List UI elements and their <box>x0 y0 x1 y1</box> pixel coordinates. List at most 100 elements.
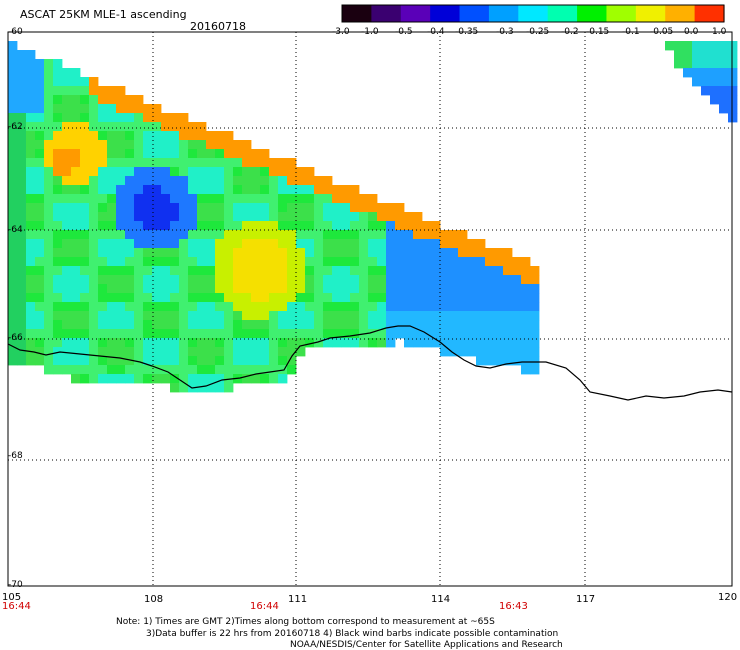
data-cell <box>296 311 306 321</box>
data-cell <box>26 203 36 213</box>
data-cell <box>26 302 36 312</box>
data-cell <box>386 302 396 312</box>
data-cell <box>719 104 729 114</box>
data-cell <box>215 158 225 168</box>
data-cell <box>260 329 270 339</box>
data-cell <box>89 311 99 321</box>
data-cell <box>467 338 477 348</box>
data-cell <box>287 212 297 222</box>
data-cell <box>179 131 189 141</box>
data-cell <box>26 158 36 168</box>
data-cell <box>107 113 117 123</box>
time-label: 16:43 <box>499 601 528 612</box>
data-cell <box>26 86 36 96</box>
data-cell <box>728 86 738 96</box>
data-cell <box>17 59 27 69</box>
data-cell <box>35 140 45 150</box>
data-cell <box>143 203 153 213</box>
data-cell <box>341 203 351 213</box>
lat-label: -64 <box>8 225 23 235</box>
data-cell <box>17 140 27 150</box>
data-cell <box>17 86 27 96</box>
data-cell <box>206 158 216 168</box>
data-cell <box>530 347 540 357</box>
data-cell <box>35 149 45 159</box>
data-cell <box>26 122 36 132</box>
data-cell <box>341 275 351 285</box>
data-cell <box>368 320 378 330</box>
data-cell <box>116 230 126 240</box>
data-cell <box>26 212 36 222</box>
data-cell <box>422 266 432 276</box>
data-cell <box>350 221 360 231</box>
data-cell <box>242 275 252 285</box>
data-cell <box>224 284 234 294</box>
data-cell <box>287 329 297 339</box>
data-cell <box>314 275 324 285</box>
data-cell <box>710 95 720 105</box>
data-cell <box>719 95 729 105</box>
data-cell <box>395 230 405 240</box>
data-cell <box>269 320 279 330</box>
data-cell <box>116 329 126 339</box>
data-cell <box>71 185 81 195</box>
data-cell <box>251 293 261 303</box>
data-cell <box>80 257 90 267</box>
data-cell <box>368 248 378 258</box>
data-cell <box>422 302 432 312</box>
data-cell <box>98 194 108 204</box>
data-cell <box>350 203 360 213</box>
data-cell <box>44 122 54 132</box>
data-cell <box>17 203 27 213</box>
data-cell <box>35 239 45 249</box>
data-cell <box>143 176 153 186</box>
data-cell <box>368 293 378 303</box>
data-cell <box>323 320 333 330</box>
data-cell <box>125 284 135 294</box>
data-cell <box>485 311 495 321</box>
data-cell <box>530 356 540 366</box>
data-cell <box>170 176 180 186</box>
data-cell <box>89 176 99 186</box>
data-cell <box>224 302 234 312</box>
data-cell <box>701 50 711 60</box>
data-cell <box>179 122 189 132</box>
time-label: 16:44 <box>250 601 279 612</box>
data-cell <box>476 338 486 348</box>
data-cell <box>278 284 288 294</box>
data-cell <box>287 221 297 231</box>
data-cell <box>323 230 333 240</box>
data-cell <box>233 176 243 186</box>
data-cell <box>179 176 189 186</box>
data-cell <box>17 338 27 348</box>
data-cell <box>116 347 126 357</box>
data-cell <box>44 113 54 123</box>
data-cell <box>71 239 81 249</box>
data-cell <box>215 347 225 357</box>
data-cell <box>125 266 135 276</box>
data-cell <box>98 275 108 285</box>
data-cell <box>80 203 90 213</box>
data-cell <box>395 284 405 294</box>
data-cell <box>197 149 207 159</box>
data-cell <box>296 338 306 348</box>
data-cell <box>197 140 207 150</box>
data-cell <box>503 266 513 276</box>
data-cell <box>125 257 135 267</box>
data-cell <box>26 50 36 60</box>
data-cell <box>62 86 72 96</box>
data-cell <box>125 122 135 132</box>
data-cell <box>476 329 486 339</box>
data-cell <box>233 275 243 285</box>
data-cell <box>71 149 81 159</box>
data-cell <box>179 320 189 330</box>
data-cell <box>404 293 414 303</box>
data-cell <box>35 131 45 141</box>
data-cell <box>494 248 504 258</box>
data-cell <box>35 284 45 294</box>
data-cell <box>323 257 333 267</box>
data-cell <box>152 329 162 339</box>
data-cell <box>305 185 315 195</box>
data-cell <box>449 248 459 258</box>
data-cell <box>215 275 225 285</box>
